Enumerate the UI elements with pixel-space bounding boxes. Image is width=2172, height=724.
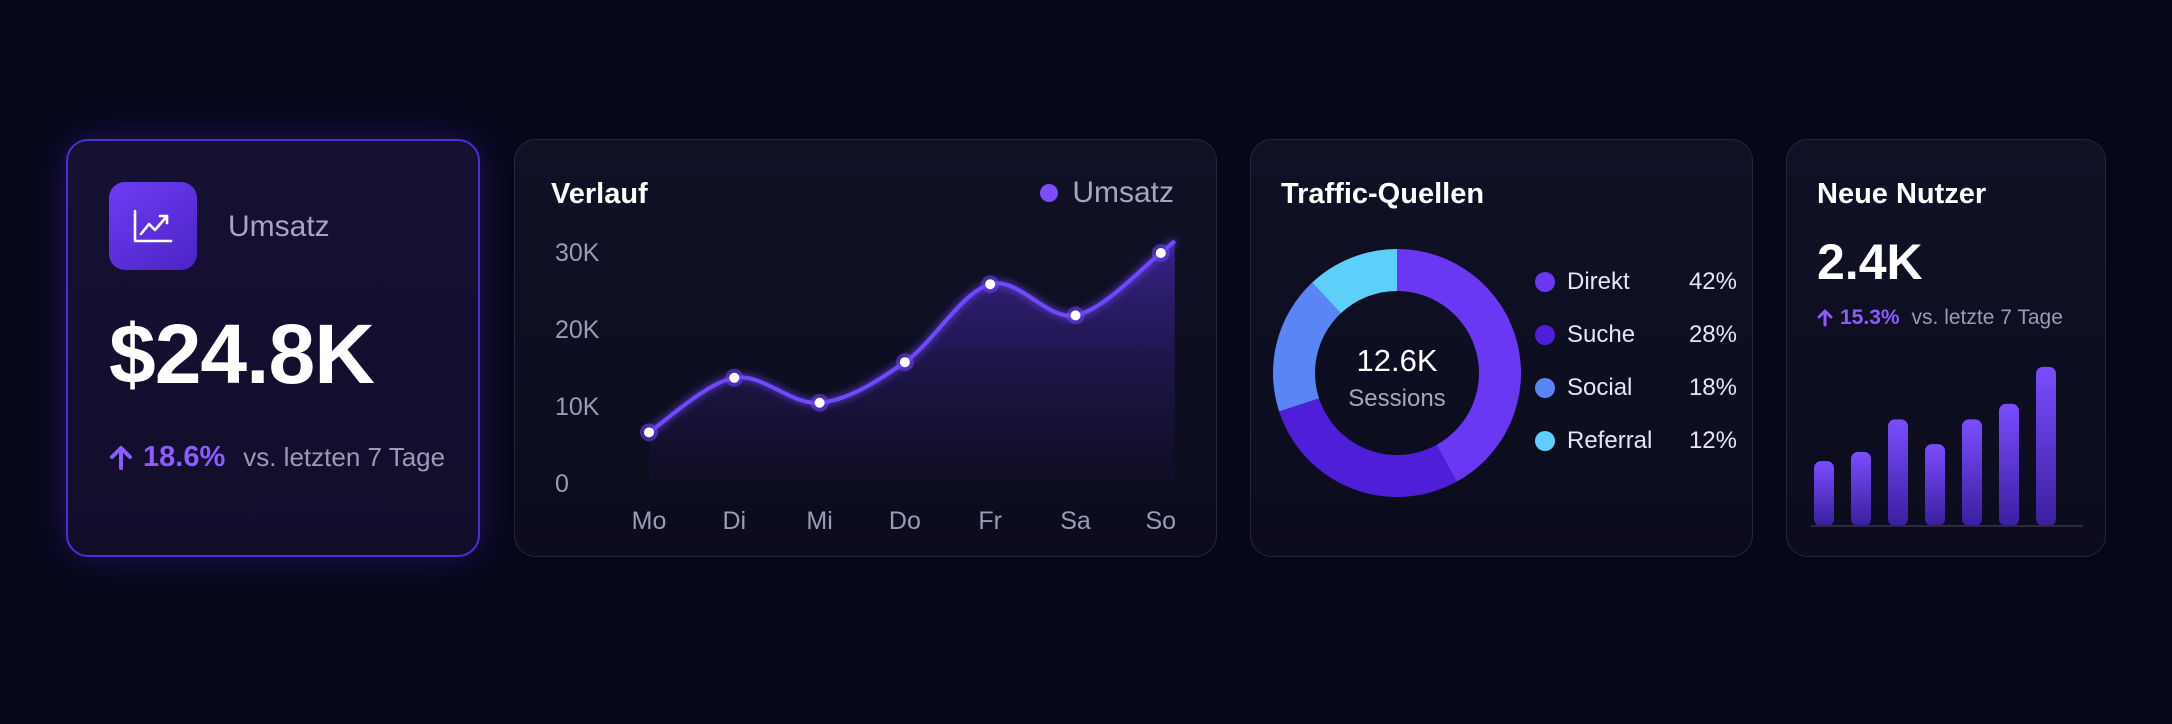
trend-legend: Umsatz <box>1040 176 1174 210</box>
x-tick-label: Mo <box>632 507 667 535</box>
users-bar-chart <box>1811 366 2083 527</box>
legend-item-social[interactable]: Social 18% <box>1535 370 1737 406</box>
donut-slice-referral[interactable] <box>1312 249 1397 314</box>
legend-label: Umsatz <box>1072 176 1174 209</box>
trend-chart: 30K 20K 10K 0 Mo Di Mi Do Fr Sa So <box>555 239 1177 535</box>
traffic-legend: Direkt 42% Suche 28% Social 18% Referral 12% <box>1535 264 1737 476</box>
legend-label: Direkt <box>1567 268 1630 295</box>
legend-label: Social <box>1567 374 1633 401</box>
data-point[interactable] <box>640 423 658 442</box>
chart-trend-icon <box>109 182 197 270</box>
x-tick-label: So <box>1146 507 1177 535</box>
user-bar[interactable] <box>1999 403 2019 526</box>
arrow-up-icon <box>1817 309 1833 327</box>
kpi-delta: 18.6% vs. letzten 7 Tage <box>109 441 445 474</box>
y-tick-label: 30K <box>555 239 600 267</box>
data-point[interactable] <box>725 368 744 387</box>
user-bar[interactable] <box>1851 451 1871 526</box>
legend-item-direkt[interactable]: Direkt 42% <box>1535 264 1737 300</box>
data-point[interactable] <box>981 275 1000 294</box>
donut-slice-suche[interactable] <box>1279 398 1457 497</box>
legend-item-suche[interactable]: Suche 28% <box>1535 317 1737 353</box>
users-title: Neue Nutzer <box>1817 178 1987 210</box>
arrow-up-icon <box>109 445 133 471</box>
users-delta: 15.3% vs. letzte 7 Tage <box>1817 306 2063 330</box>
x-tick-label: Di <box>722 507 746 535</box>
legend-value: 12% <box>1688 427 1737 454</box>
user-bar[interactable] <box>1962 419 1982 526</box>
kpi-value: $24.8K <box>109 307 375 401</box>
traffic-title: Traffic-Quellen <box>1281 178 1485 210</box>
user-bar[interactable] <box>1814 461 1834 526</box>
user-bar[interactable] <box>1888 419 1908 526</box>
legend-dot-icon <box>1535 325 1555 345</box>
data-point[interactable] <box>1151 244 1170 262</box>
donut-center-value: 12.6K <box>1356 343 1437 378</box>
legend-dot-icon <box>1535 272 1555 292</box>
revenue-kpi-card: Umsatz $24.8K 18.6% vs. letzten 7 Tage <box>66 139 480 557</box>
x-tick-label: Fr <box>978 507 1002 535</box>
data-point[interactable] <box>1066 306 1085 325</box>
y-tick-label: 10K <box>555 393 600 421</box>
legend-value: 18% <box>1688 374 1737 401</box>
legend-dot-icon <box>1040 184 1059 202</box>
donut-slice-social[interactable] <box>1273 282 1341 412</box>
x-tick-label: Mi <box>806 507 832 535</box>
user-bar[interactable] <box>2036 366 2056 526</box>
traffic-sources-card: Traffic-Quellen 12.6K Sessions Direkt 42%… <box>1250 139 1753 557</box>
legend-label: Referral <box>1567 427 1653 454</box>
kpi-delta-percent: 18.6% <box>143 441 226 473</box>
traffic-donut: 12.6K Sessions <box>1273 249 1521 497</box>
legend-label: Suche <box>1567 321 1636 348</box>
user-bar[interactable] <box>1925 444 1945 526</box>
legend-item-referral[interactable]: Referral 12% <box>1535 423 1737 459</box>
y-tick-label: 0 <box>555 470 569 498</box>
data-point[interactable] <box>810 393 829 412</box>
x-tick-label: Sa <box>1060 507 1091 535</box>
users-value: 2.4K <box>1817 234 1923 290</box>
legend-dot-icon <box>1535 378 1555 398</box>
legend-value: 42% <box>1688 268 1737 295</box>
y-tick-label: 20K <box>555 316 600 344</box>
users-delta-percent: 15.3% <box>1840 306 1900 329</box>
donut-slice-direkt[interactable] <box>1397 249 1521 482</box>
kpi-delta-note: vs. letzten 7 Tage <box>243 442 446 472</box>
x-tick-label: Do <box>889 507 921 535</box>
new-users-card: Neue Nutzer 2.4K 15.3% vs. letzte 7 Tage <box>1786 139 2106 557</box>
users-delta-note: vs. letzte 7 Tage <box>1911 306 2063 329</box>
legend-value: 28% <box>1688 321 1737 348</box>
data-point[interactable] <box>895 353 914 372</box>
kpi-label: Umsatz <box>228 210 330 243</box>
donut-center-label: Sessions <box>1348 385 1445 412</box>
trend-title: Verlauf <box>551 178 648 210</box>
trend-chart-card: Verlauf Umsatz 30K 20K 10K 0 Mo Di Mi Do Fr Sa So <box>514 139 1217 557</box>
legend-dot-icon <box>1535 431 1555 451</box>
